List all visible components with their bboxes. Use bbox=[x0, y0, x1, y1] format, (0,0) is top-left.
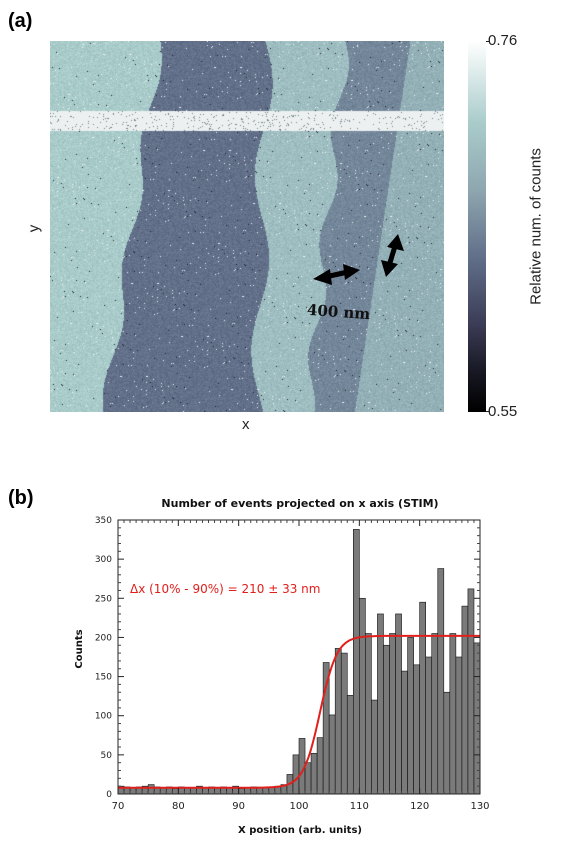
panel-a-label: (a) bbox=[8, 10, 33, 32]
x-tick-label: 110 bbox=[350, 801, 369, 812]
map-y-label: y bbox=[25, 224, 43, 233]
histogram-bar bbox=[371, 699, 378, 795]
scale-arrows bbox=[313, 234, 404, 285]
histogram-bar bbox=[147, 784, 155, 795]
histogram-bar bbox=[461, 605, 469, 795]
histogram-bar bbox=[389, 633, 396, 795]
fit-curve bbox=[118, 634, 480, 789]
histogram-bar bbox=[346, 695, 354, 795]
vertical-double-arrow-icon bbox=[381, 234, 404, 277]
histogram-bar bbox=[352, 529, 360, 795]
histogram-bar bbox=[262, 787, 270, 795]
x-tick-label: 130 bbox=[470, 801, 489, 812]
histogram-bar bbox=[401, 670, 408, 795]
histogram-bar bbox=[304, 762, 312, 795]
histogram-bar bbox=[383, 644, 390, 795]
histogram-bar bbox=[238, 788, 246, 795]
colorbar-max-tick-mark bbox=[486, 41, 490, 42]
y-tick-label: 50 bbox=[101, 751, 113, 761]
x-tick-label: 80 bbox=[172, 801, 185, 812]
colorbar-min-tick-mark bbox=[486, 411, 490, 412]
histogram-bar bbox=[334, 648, 342, 795]
map-x-label: x bbox=[242, 416, 250, 433]
x-tick-label: 120 bbox=[410, 801, 429, 812]
histogram-bar bbox=[256, 787, 264, 795]
histogram-bar bbox=[377, 613, 384, 795]
histogram-bar bbox=[413, 664, 420, 795]
histogram-bar bbox=[407, 637, 414, 795]
colorbar bbox=[468, 41, 486, 412]
horizontal-double-arrow-icon bbox=[313, 264, 360, 285]
y-axis-label: Counts bbox=[74, 629, 85, 668]
histogram-chart: Number of events projected on x axis (ST… bbox=[74, 497, 490, 836]
histogram-bar bbox=[455, 656, 463, 795]
y-tick-label: 200 bbox=[95, 633, 112, 643]
histogram-bar bbox=[437, 568, 445, 795]
histogram-bar bbox=[431, 633, 439, 795]
histogram-bar bbox=[473, 642, 481, 795]
histogram-bar bbox=[340, 652, 348, 795]
panel-b-label: (b) bbox=[8, 487, 34, 509]
histogram-bar bbox=[419, 601, 426, 795]
histogram-bar bbox=[328, 714, 336, 795]
y-tick-label: 0 bbox=[106, 790, 112, 800]
colorbar-max-tick: 0.76 bbox=[488, 32, 518, 49]
y-tick-label: 250 bbox=[95, 594, 112, 604]
histogram-bar bbox=[395, 613, 402, 795]
histogram-bar bbox=[443, 691, 451, 795]
y-tick-label: 300 bbox=[95, 555, 112, 565]
y-tick-label: 150 bbox=[95, 673, 112, 683]
chart-annotation: Δx (10% - 90%) = 210 ± 33 nm bbox=[130, 582, 320, 596]
x-axis-label: X position (arb. units) bbox=[238, 825, 362, 836]
colorbar-min-tick: 0.55 bbox=[488, 403, 518, 420]
chart-title: Number of events projected on x axis (ST… bbox=[161, 497, 438, 510]
histogram-bar bbox=[310, 752, 318, 795]
y-tick-label: 350 bbox=[95, 516, 112, 526]
histogram-bar bbox=[316, 737, 324, 795]
histogram-bar bbox=[292, 754, 300, 795]
histogram-bar bbox=[359, 597, 366, 795]
histogram-bar bbox=[365, 633, 372, 795]
x-tick-label: 70 bbox=[112, 801, 125, 812]
stim-map-image bbox=[50, 41, 444, 412]
y-tick-label: 100 bbox=[95, 712, 112, 722]
x-tick-label: 100 bbox=[289, 801, 308, 812]
histogram-bar bbox=[425, 656, 433, 795]
histogram-bar bbox=[449, 633, 457, 795]
x-tick-label: 90 bbox=[232, 801, 245, 812]
colorbar-label: Relative num. of counts bbox=[527, 148, 545, 305]
histogram-bar bbox=[467, 588, 475, 795]
histogram-bar bbox=[172, 788, 179, 795]
